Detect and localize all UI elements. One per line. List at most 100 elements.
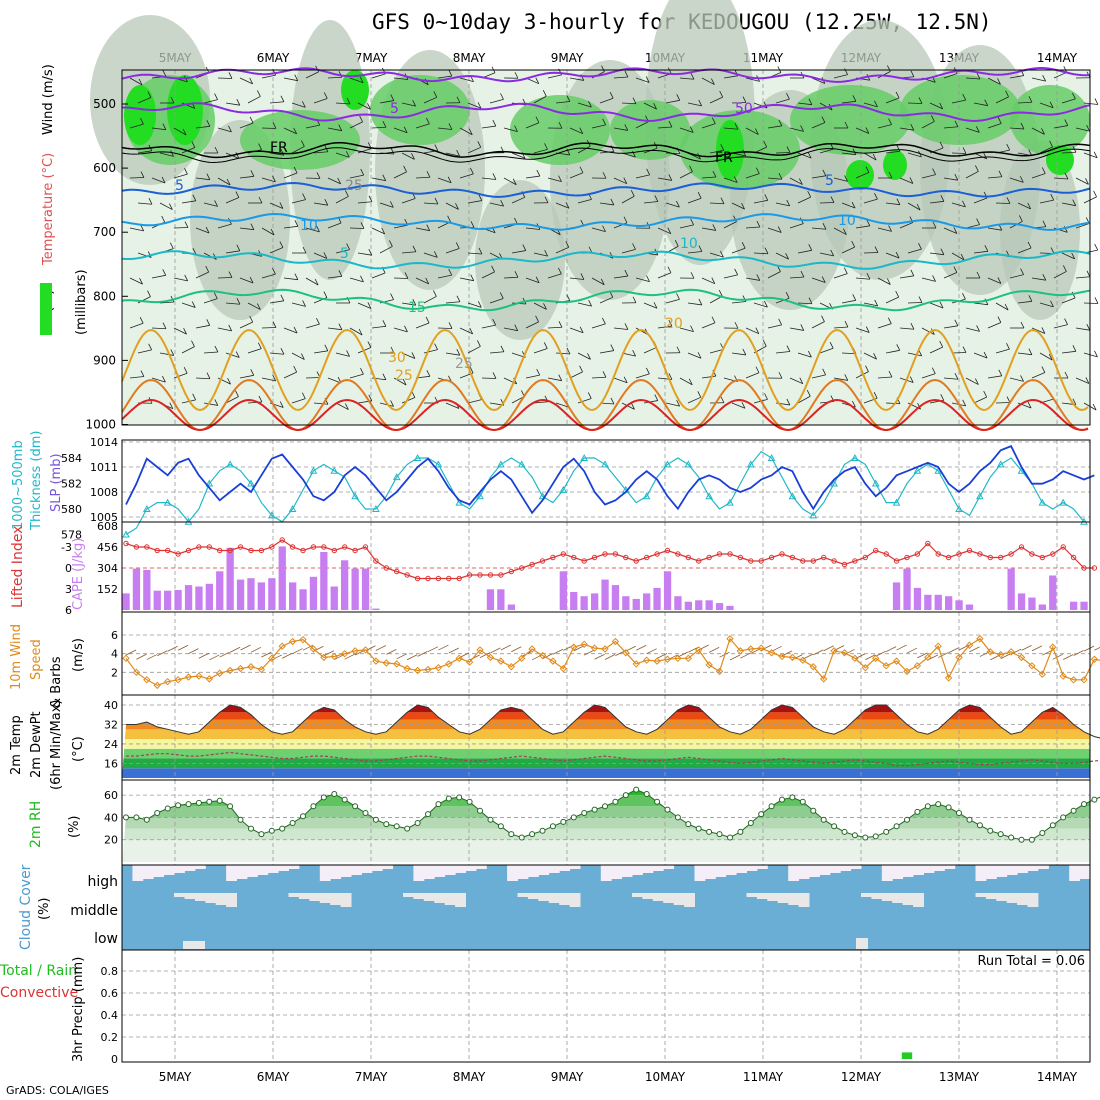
precip-tick-label: 0 (111, 1053, 118, 1066)
thickness-point (913, 466, 922, 474)
wind-barb-flag (976, 271, 981, 279)
cape-bar (143, 569, 151, 610)
wind-barb (393, 327, 408, 333)
wind-barb (973, 197, 988, 204)
wind-barb-flag (1063, 265, 1067, 272)
wind-barb-flag (162, 322, 167, 329)
rh2m-point (123, 814, 129, 821)
cape-tick-label: 608 (97, 520, 118, 533)
wind-barb (547, 273, 562, 279)
wind-barb (687, 197, 702, 204)
wind-barb-flag (939, 102, 944, 110)
lifted-index-point (925, 540, 931, 547)
wind10-speed-point (1080, 676, 1088, 684)
wind-barb-flag (1064, 318, 1068, 325)
wind-barb-flag (872, 153, 877, 161)
wind-barb-flag (895, 251, 900, 259)
wind-barb (415, 322, 430, 329)
wind-barb (665, 202, 680, 208)
wind-barb-flag (698, 99, 703, 107)
li-tick-label: -3 (61, 541, 72, 554)
lifted-index-point (873, 547, 879, 554)
wind-barb (173, 173, 188, 179)
wind-barb-flag (998, 369, 1003, 376)
wind-barb (327, 222, 342, 229)
wind-barb-flag (865, 365, 869, 372)
wind-barb-flag (170, 349, 175, 356)
wind-barb-flag (778, 173, 783, 180)
wind10-barb (427, 646, 439, 653)
wind-barb-flag (214, 399, 219, 406)
lifted-index-point (560, 551, 566, 557)
wind-barb-flag (962, 292, 966, 300)
wind-barb (247, 348, 262, 354)
wind-barb (789, 223, 804, 229)
lifted-index-point (383, 565, 389, 571)
wind10-barb (636, 644, 647, 651)
wind-barb (577, 398, 592, 404)
wind10-speed-point (913, 662, 922, 670)
lifted-index-point (498, 572, 504, 578)
lifted-index-point (446, 575, 452, 582)
wind-barb (283, 172, 298, 179)
wind-barb-flag (653, 102, 657, 110)
wind-barb-flag (800, 324, 805, 331)
wind-barb-flag (368, 394, 373, 401)
wind-barb-flag (249, 77, 254, 85)
wind-barb (217, 127, 232, 133)
rh2m-point (497, 823, 504, 830)
wind10-barb (198, 652, 210, 659)
wind-barb (797, 102, 812, 106)
wind-barb-flag (711, 78, 715, 85)
cloud-middle-gap (663, 893, 675, 903)
wind-barb-flag (293, 127, 298, 135)
wind-barb-flag (448, 268, 453, 276)
wind10-barb (708, 647, 720, 653)
lifted-index-point (133, 544, 140, 550)
wind10-speed-point (965, 641, 974, 649)
wind10-speed-point (153, 681, 161, 690)
wind-barb (1031, 77, 1046, 82)
wind-barb (833, 177, 848, 182)
rh2m-point (300, 813, 306, 820)
wind-barb (159, 152, 174, 157)
bottom-date-label: 7MAY (355, 1070, 388, 1084)
wind-barb-flag (712, 224, 717, 231)
cloud-middle-gap (746, 893, 758, 897)
contour-label: 50 (735, 101, 753, 117)
wind-barb-flag (844, 121, 849, 129)
wind-barb-flag (997, 316, 1002, 323)
wind-barb-flag (367, 302, 372, 309)
wind-barb (137, 202, 152, 205)
thickness-point (892, 498, 901, 506)
rh-saturated-area (846, 160, 874, 190)
wind-barb (261, 273, 276, 279)
wind-barb (305, 71, 319, 79)
rh2m-point (727, 834, 733, 841)
wind-barb (357, 302, 372, 309)
wind-barb (445, 301, 460, 304)
wind-barb (305, 124, 320, 129)
wind-barb (767, 177, 782, 180)
wind-barb (789, 327, 804, 331)
wind-barb (239, 227, 254, 231)
lifted-index-point (675, 551, 681, 557)
wind-barb-flag (470, 167, 474, 175)
wind-barb (503, 377, 517, 385)
wind-barb-flag (667, 67, 672, 74)
cape-bar (299, 589, 307, 610)
lifted-index-point (1060, 544, 1066, 550)
precip-tick-label: 0.6 (101, 987, 119, 1000)
wind-barb (203, 351, 218, 354)
wind-barb (833, 74, 848, 79)
temp2m-label-b: 2m DewPt (29, 711, 44, 778)
cloud-middle-gap (1006, 893, 1018, 903)
wind-barb (445, 402, 460, 409)
wind-barb-flag (236, 298, 241, 305)
contour-label: 25 (345, 178, 363, 194)
wind-barb-flag (852, 95, 857, 102)
wind-barb (239, 277, 254, 284)
wind10-barb (406, 654, 418, 661)
cloud-middle-gap (985, 893, 997, 899)
